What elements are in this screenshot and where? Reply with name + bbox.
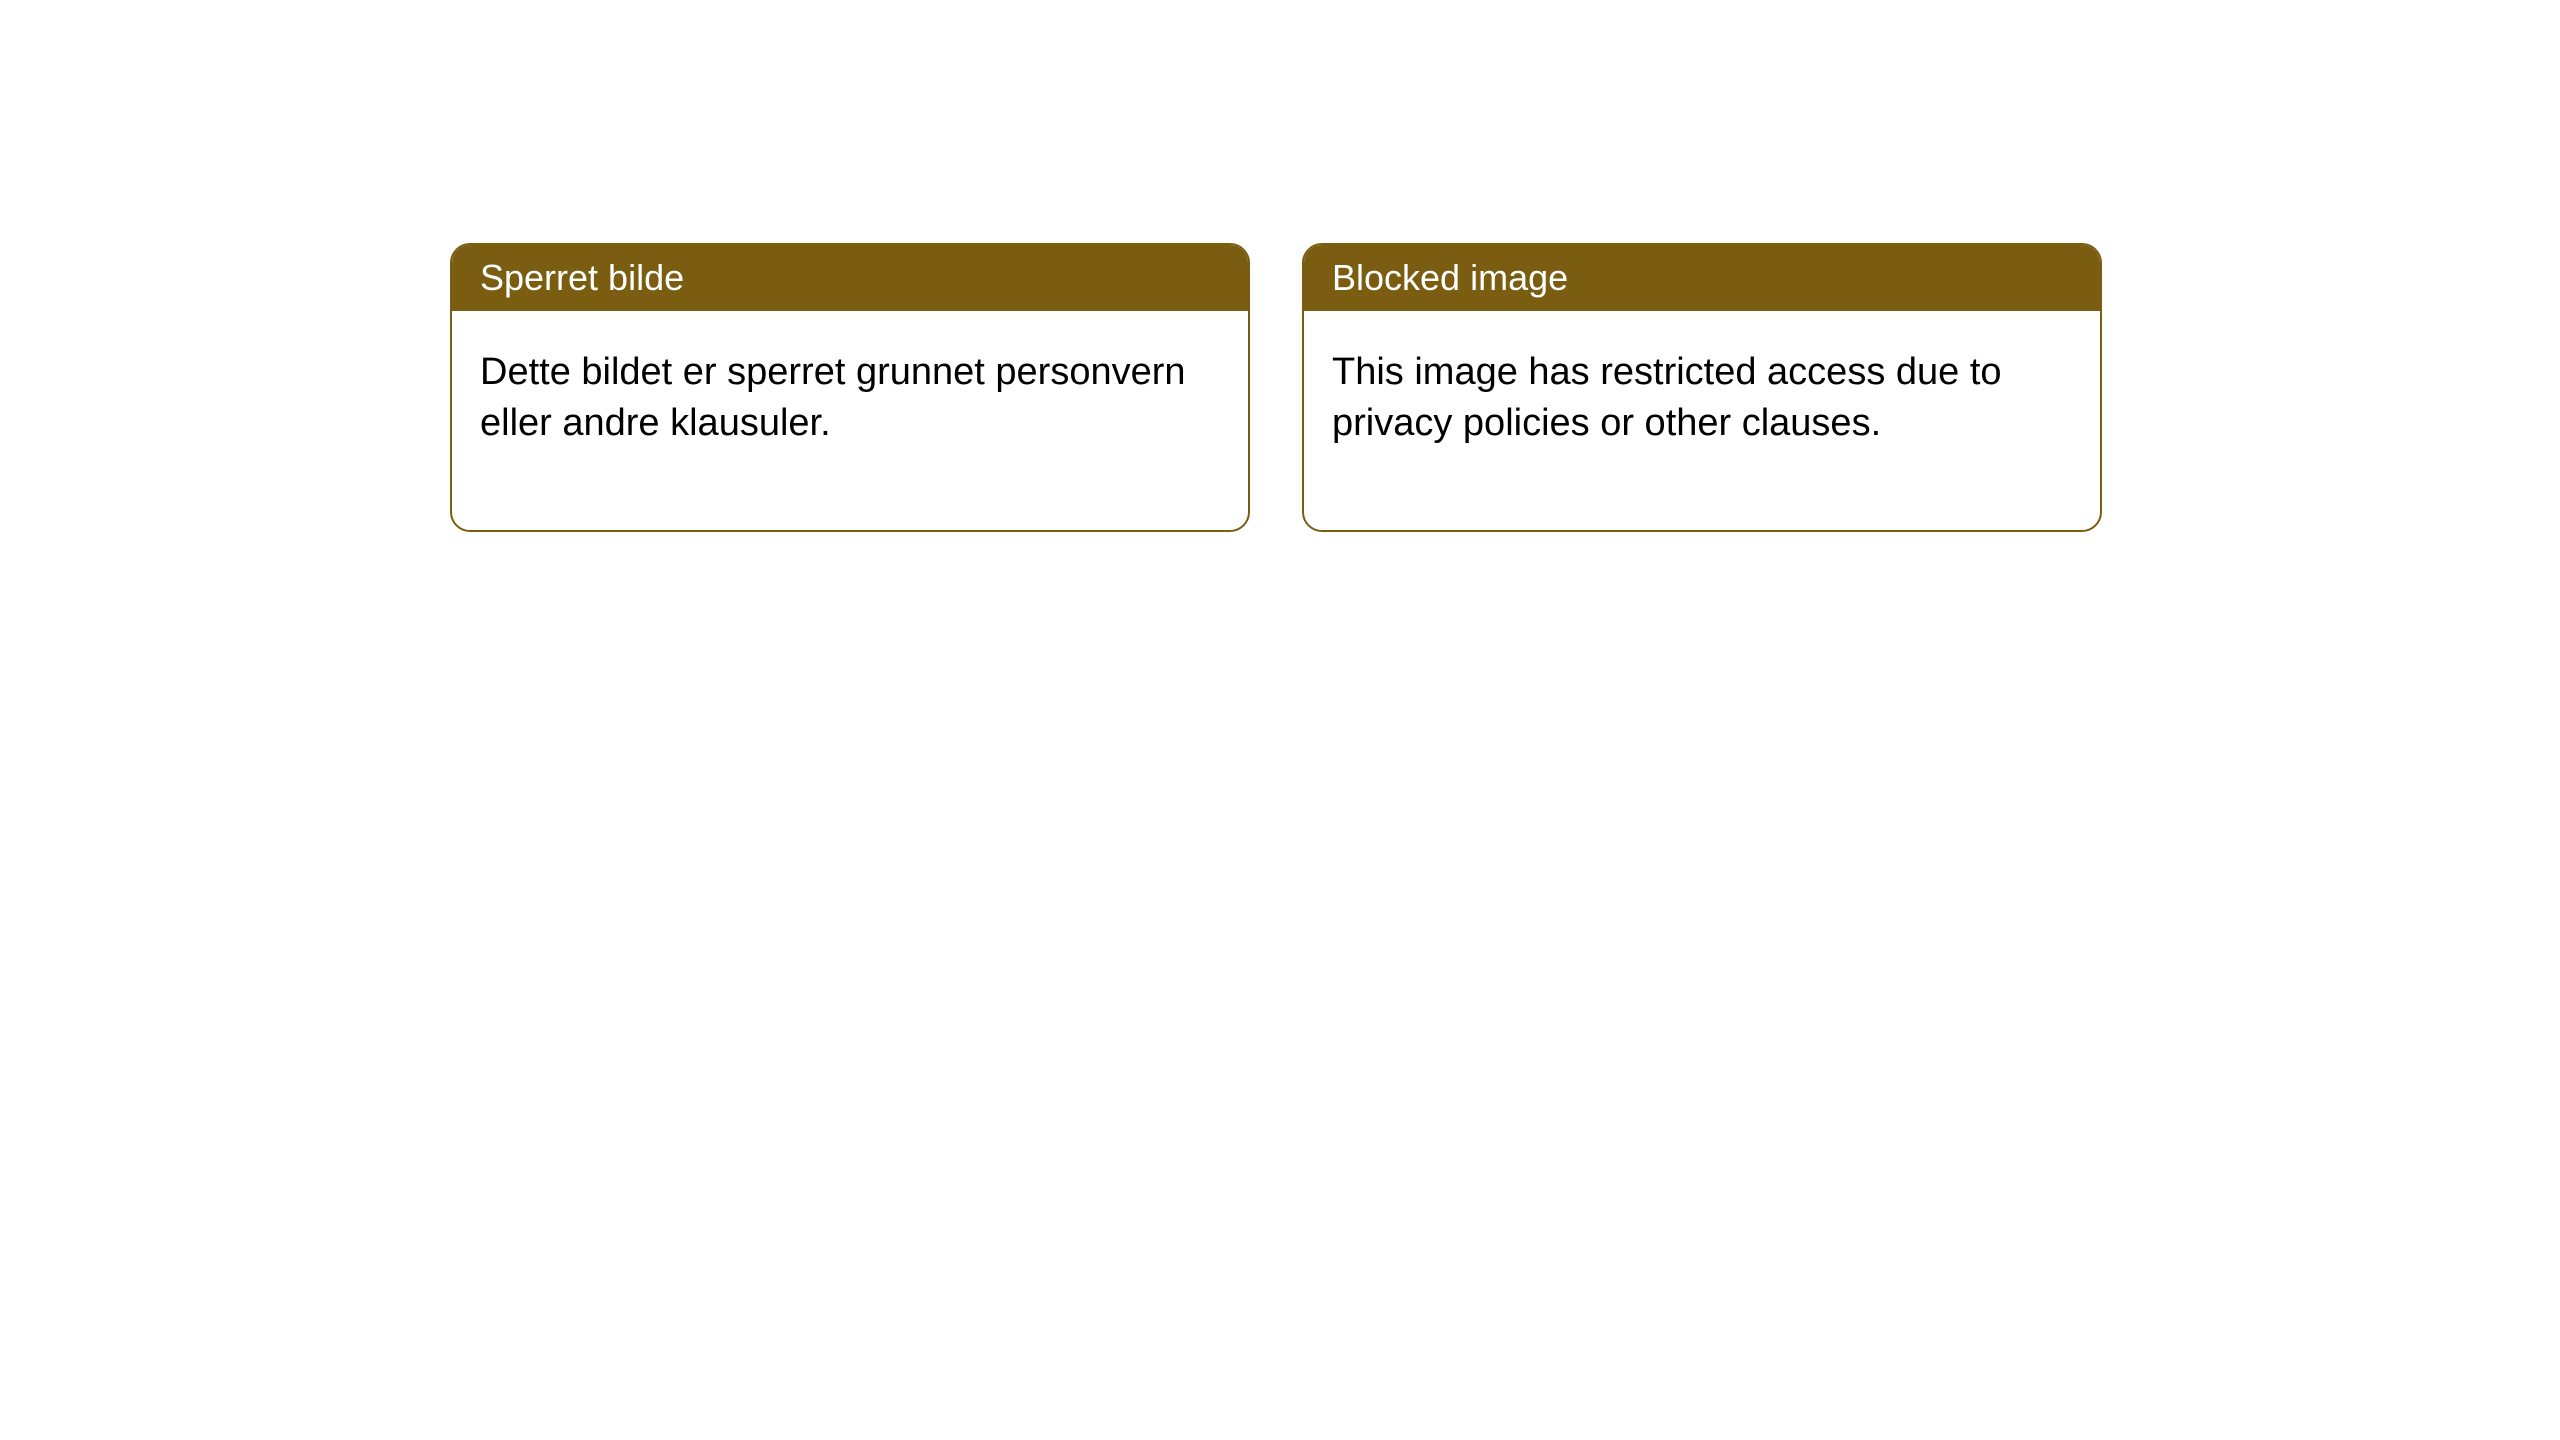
cards-container: Sperret bilde Dette bildet er sperret gr… — [450, 243, 2102, 532]
blocked-image-card-en: Blocked image This image has restricted … — [1302, 243, 2102, 532]
card-header-en: Blocked image — [1304, 245, 2100, 311]
blocked-image-card-no: Sperret bilde Dette bildet er sperret gr… — [450, 243, 1250, 532]
card-body-en: This image has restricted access due to … — [1304, 311, 2100, 530]
card-body-no: Dette bildet er sperret grunnet personve… — [452, 311, 1248, 530]
card-header-no: Sperret bilde — [452, 245, 1248, 311]
